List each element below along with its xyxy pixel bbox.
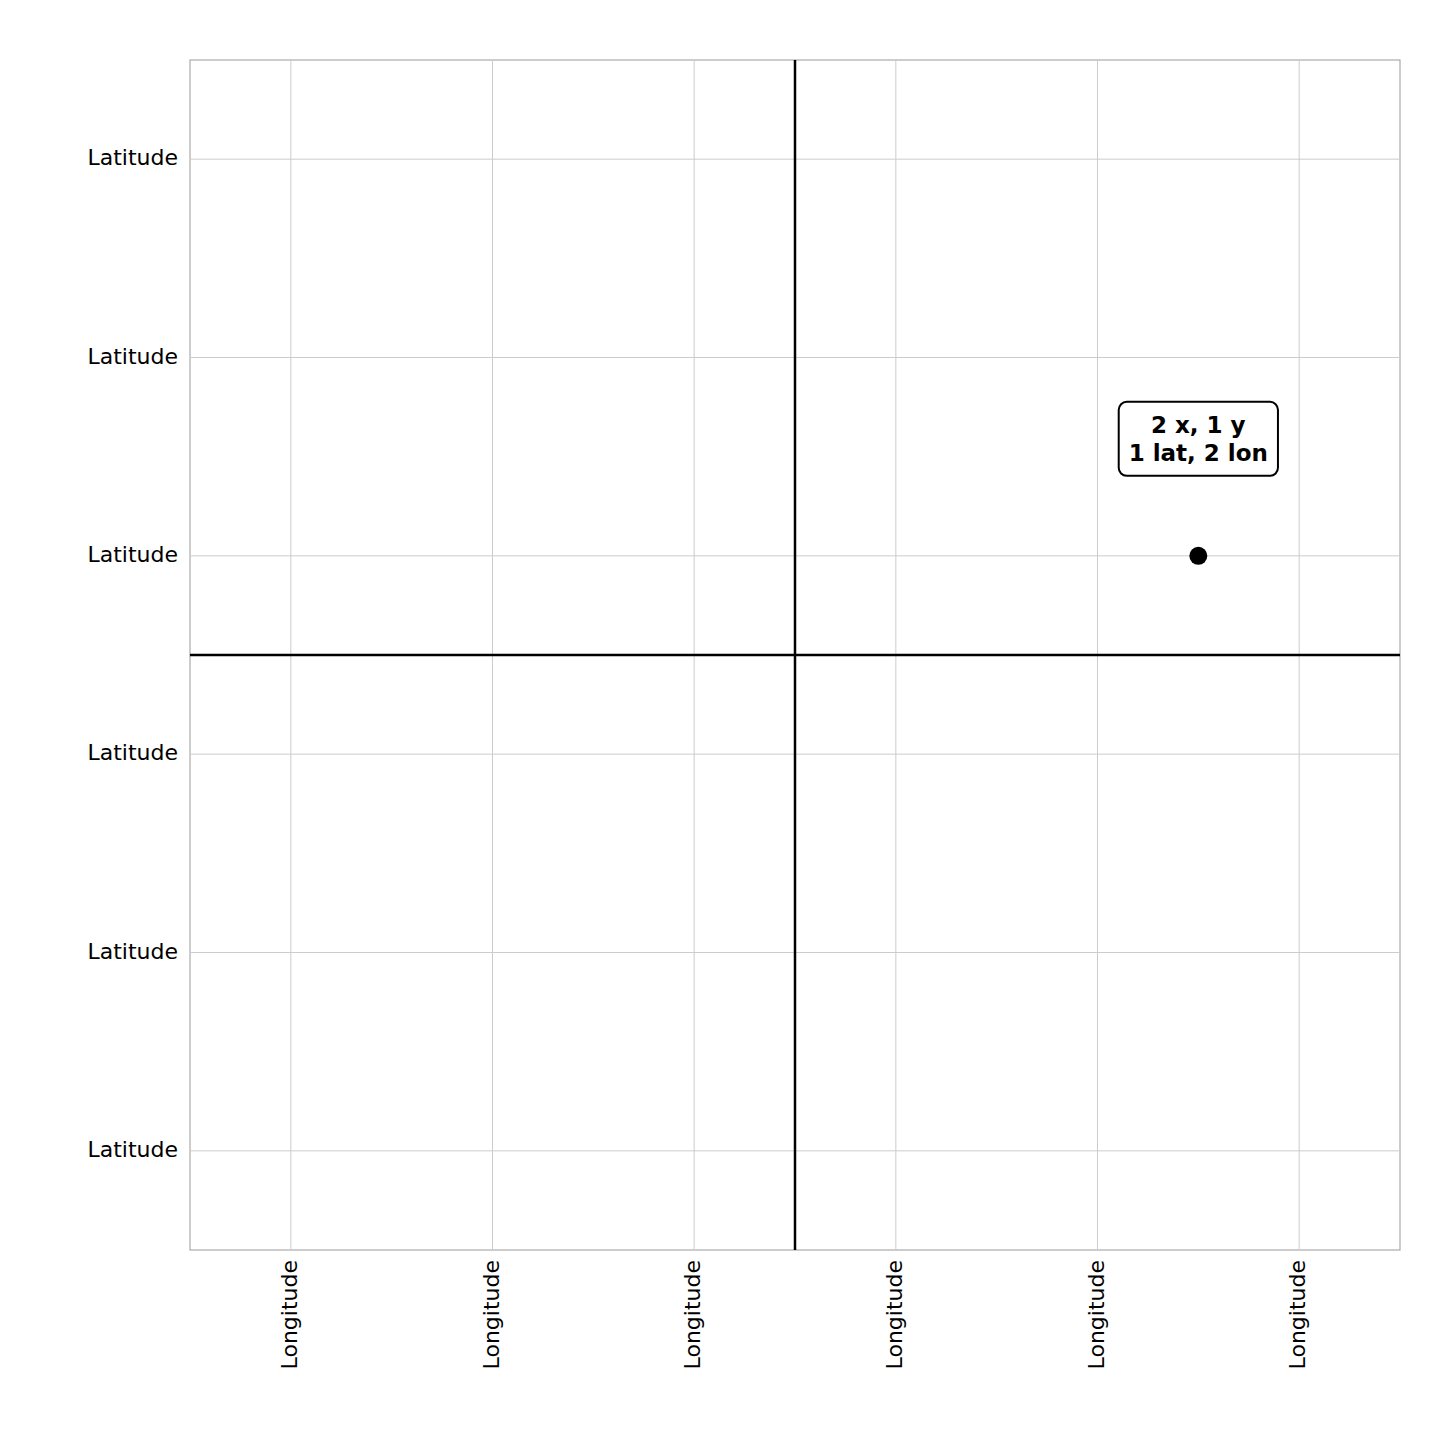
y-tick-label: Latitude <box>87 740 178 765</box>
y-axis-line <box>794 60 797 1250</box>
points <box>1189 547 1207 565</box>
x-tick-label: Longitude <box>1285 1260 1310 1369</box>
annotation-box <box>1119 402 1278 476</box>
y-tick-label: Latitude <box>87 344 178 369</box>
plot-frame <box>190 60 1400 1250</box>
x-tick-label: Longitude <box>277 1260 302 1369</box>
x-tick-label: Longitude <box>882 1260 907 1369</box>
y-tick-label: Latitude <box>87 1137 178 1162</box>
x-tick-label: Longitude <box>680 1260 705 1369</box>
annotation: 2 x, 1 y1 lat, 2 lon <box>1119 402 1278 476</box>
x-tick-label: Longitude <box>1084 1260 1109 1369</box>
chart: Longitude Longitude Longitude Longitude Long… <box>0 0 1440 1440</box>
point <box>1189 547 1207 565</box>
tick-labels: Longitude Longitude Longitude Longitude Long… <box>87 145 1310 1369</box>
y-tick-label: Latitude <box>87 939 178 964</box>
grid <box>190 60 1400 1250</box>
y-tick-label: Latitude <box>87 145 178 170</box>
annotation-text: 2 x, 1 y1 lat, 2 lon <box>1129 412 1268 466</box>
y-tick-label: Latitude <box>87 542 178 567</box>
x-tick-label: Longitude <box>479 1260 504 1369</box>
axes <box>190 60 1400 1250</box>
